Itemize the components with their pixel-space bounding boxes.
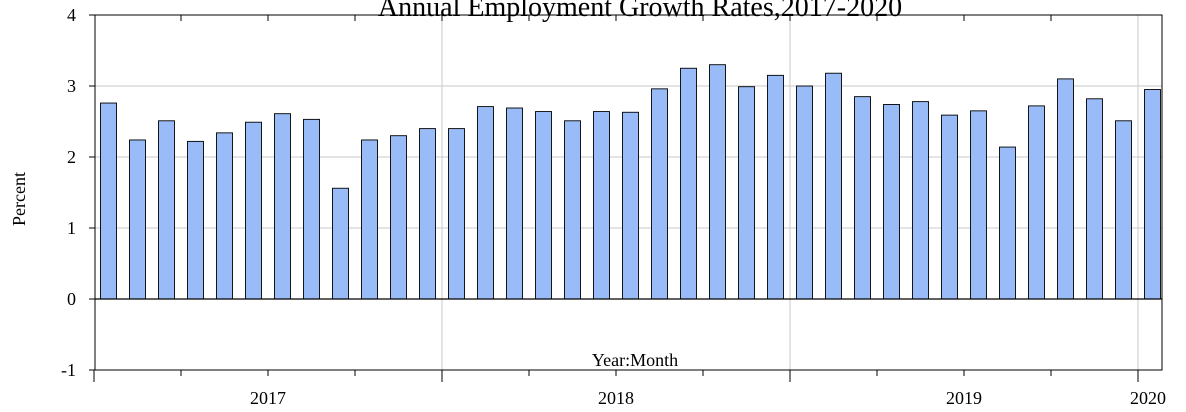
bar xyxy=(738,86,755,300)
bar xyxy=(970,110,987,300)
bar xyxy=(187,140,204,300)
bar xyxy=(825,72,842,300)
x-tick-label: 2018 xyxy=(598,388,634,408)
bar xyxy=(274,113,291,300)
x-axis-label: Year:Month xyxy=(592,350,678,370)
bar xyxy=(1086,98,1103,300)
bar xyxy=(506,107,523,300)
bar xyxy=(767,74,784,300)
y-axis: 4 3 2 1 0 -1 xyxy=(61,5,95,380)
bar xyxy=(680,67,697,300)
bar xyxy=(709,64,726,300)
y-axis-label: Percent xyxy=(9,172,29,226)
bar xyxy=(883,104,900,300)
y-tick-label: 3 xyxy=(67,76,76,96)
bar xyxy=(593,111,610,300)
x-axis: 2017 2018 2019 2020 xyxy=(93,15,1166,408)
bar xyxy=(535,111,552,300)
bar xyxy=(361,139,378,300)
y-tick-label: 0 xyxy=(67,289,76,309)
x-tick-label: 2019 xyxy=(946,388,982,408)
bar xyxy=(158,120,175,300)
chart-title: Annual Employment Growth Rates,2017-2020 xyxy=(378,0,902,23)
bar xyxy=(332,187,349,300)
bar xyxy=(564,120,581,300)
x-tick-label: 2017 xyxy=(250,388,286,408)
bar xyxy=(216,132,233,300)
bar xyxy=(390,135,407,300)
bar xyxy=(1028,105,1045,300)
bar xyxy=(303,118,320,300)
bar xyxy=(245,121,262,300)
bar xyxy=(999,146,1016,300)
bars xyxy=(100,64,1161,300)
bar xyxy=(912,101,929,300)
bar xyxy=(129,139,146,300)
y-tick-label: 1 xyxy=(67,218,76,238)
bar xyxy=(100,102,117,300)
bar xyxy=(651,88,668,300)
bar xyxy=(419,128,436,300)
x-tick-label: 2020 xyxy=(1130,388,1166,408)
bar xyxy=(448,128,465,300)
y-tick-label: 4 xyxy=(67,5,76,25)
bar xyxy=(477,106,494,300)
y-tick-label: 2 xyxy=(67,147,76,167)
bar xyxy=(1115,120,1132,300)
bar xyxy=(941,114,958,300)
plot-frame xyxy=(94,14,1163,371)
y-tick-label: -1 xyxy=(61,360,76,380)
bar xyxy=(622,111,639,300)
bar xyxy=(796,85,813,300)
bar xyxy=(854,96,871,300)
bar xyxy=(1144,89,1161,300)
bar xyxy=(1057,78,1074,300)
